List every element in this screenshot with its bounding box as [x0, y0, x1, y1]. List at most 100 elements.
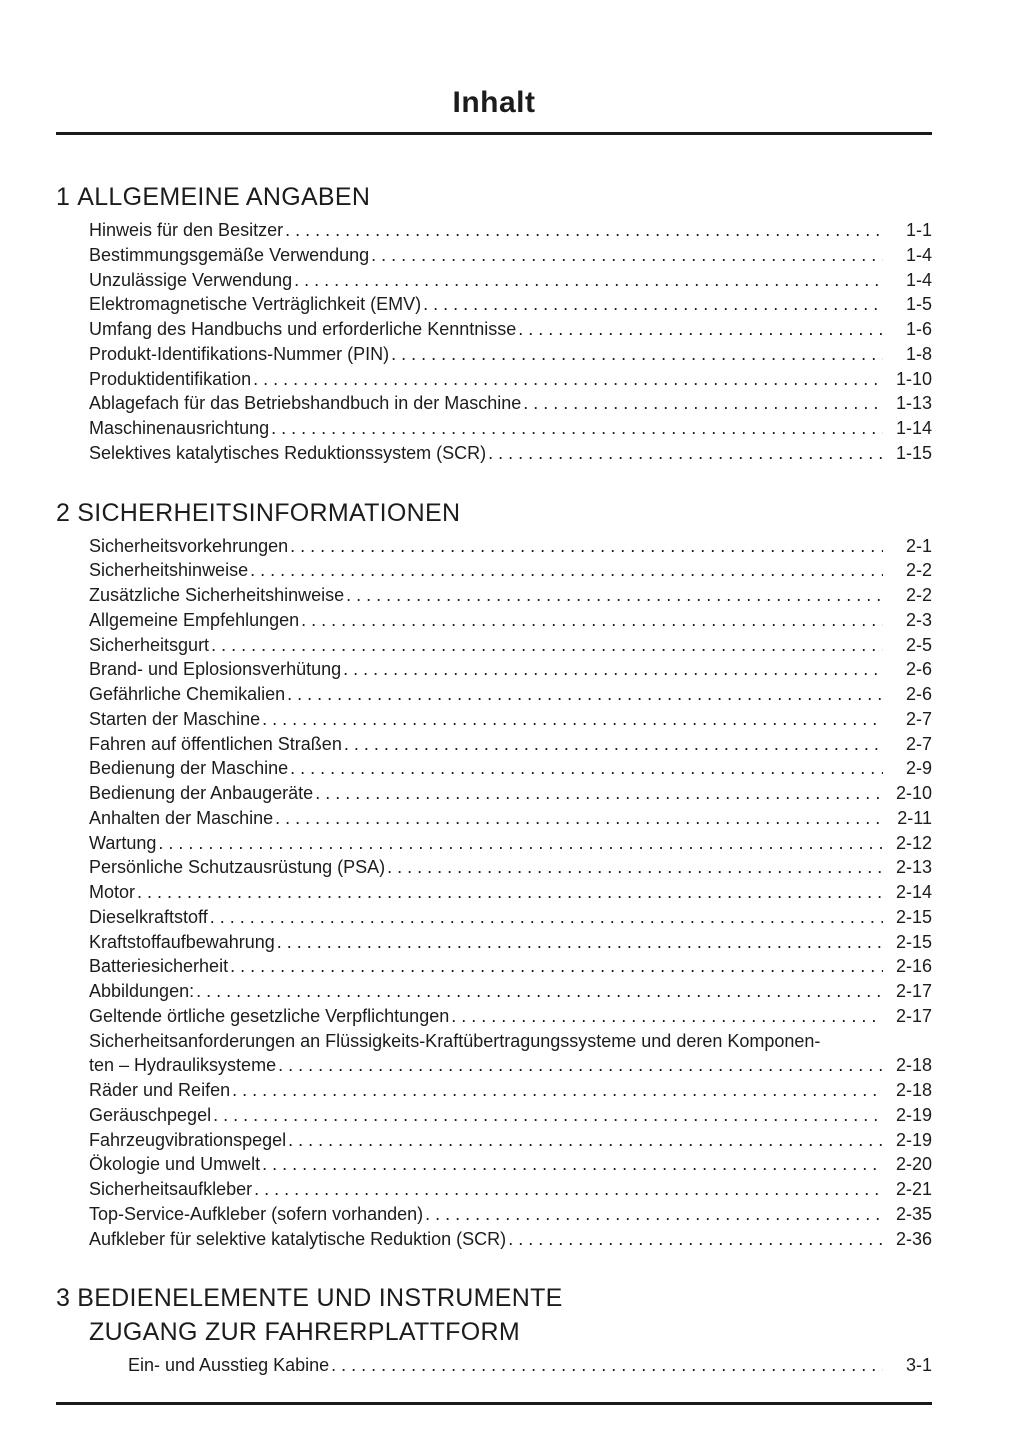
toc-entry: Aufkleber für selektive katalytische Red…	[89, 1227, 932, 1252]
toc-entry-page: 2-18	[895, 1080, 932, 1100]
toc-entry-page: 2-15	[895, 906, 932, 927]
dot-leader-icon	[301, 608, 883, 633]
toc-entry-page: 1-4	[905, 244, 932, 265]
toc-entry-page: 2-13	[895, 857, 932, 878]
toc-entry-label: Fahren auf öffentlichen Straßen	[89, 733, 342, 754]
toc-entry-label: Selektives katalytisches Reduktionssyste…	[89, 442, 487, 463]
toc-entry-label: Elektromagnetische Verträglichkeit (EMV)	[89, 294, 422, 315]
toc-entry: Batteriesicherheit 2-16	[89, 954, 932, 979]
dot-leader-icon	[232, 1078, 883, 1103]
dot-leader-icon	[213, 1103, 883, 1128]
toc-entry-label: Batteriesicherheit	[89, 956, 229, 977]
toc-entry-label: Geräuschpegel	[89, 1104, 212, 1125]
toc-entry: Bedienung der Maschine 2-9	[89, 756, 932, 781]
dot-leader-icon	[250, 558, 883, 583]
section-entries: Hinweis für den Besitzer 1-1 Bestimmungs…	[56, 218, 932, 466]
toc-entry-label: Ein- und Ausstieg Kabine	[128, 1355, 330, 1376]
dot-leader-icon	[262, 707, 883, 732]
section-heading: 3 BEDIENELEMENTE UND INSTRUMENTE	[56, 1284, 932, 1313]
toc-entry-page: 1-4	[905, 269, 932, 290]
section-subheading: ZUGANG ZUR FAHRERPLATTFORM	[89, 1318, 520, 1347]
toc-entry-label: Unzulässige Verwendung	[89, 269, 293, 290]
section-title: ALLGEMEINE ANGABEN	[77, 183, 371, 211]
toc-entry-page: 1-10	[895, 368, 932, 389]
dot-leader-icon	[523, 391, 883, 416]
toc-entry-label: Ökologie und Umwelt	[89, 1154, 261, 1175]
toc-entry-page: 2-9	[905, 758, 932, 779]
section-number: 2	[56, 498, 71, 527]
toc-entry: Starten der Maschine 2-7	[89, 707, 932, 732]
toc-entry-label: Allgemeine Empfehlungen	[89, 609, 300, 630]
toc-entry: Wartung 2-12	[89, 831, 932, 856]
toc-entry-page: 2-18	[895, 1055, 932, 1076]
toc-entry-label: Aufkleber für selektive katalytische Red…	[89, 1228, 507, 1249]
dot-leader-icon	[423, 292, 883, 317]
page-title: Inhalt	[452, 86, 536, 119]
toc-entry: Maschinenausrichtung 1-14	[89, 416, 932, 441]
toc-entry: Sicherheitsvorkehrungen 2-1	[89, 534, 932, 559]
toc-entry-label: Bedienung der Maschine	[89, 758, 289, 779]
toc-entry-page: 2-11	[897, 807, 932, 828]
toc-entry-page: 2-14	[895, 882, 932, 902]
section-number: 3	[56, 1284, 71, 1313]
toc-entry-page: 2-21	[895, 1179, 932, 1199]
dot-leader-icon	[387, 855, 883, 880]
toc-entry-label: Persönliche Schutzausrüstung (PSA)	[89, 857, 386, 878]
toc-entry: Räder und Reifen 2-18	[89, 1078, 932, 1103]
toc-entry-page: 2-19	[895, 1104, 932, 1125]
toc-entry-label: Dieselkraftstoff	[89, 906, 208, 927]
dot-leader-icon	[331, 1353, 883, 1378]
toc-entry-page: 2-3	[905, 609, 932, 630]
section-title: BEDIENELEMENTE UND INSTRUMENTE	[77, 1284, 563, 1313]
dot-leader-icon	[137, 880, 883, 905]
toc-entry-page: 2-36	[895, 1228, 932, 1249]
toc-entry-label: ten – Hydrauliksysteme	[89, 1055, 277, 1076]
footer-rule	[56, 1402, 932, 1405]
toc-entry-label: Bedienung der Anbaugeräte	[89, 783, 314, 803]
toc-entry-label: Ablagefach für das Betriebshandbuch in d…	[89, 393, 522, 414]
toc-entry: Bestimmungsgemäße Verwendung 1-4	[89, 243, 932, 268]
toc-entry: Ökologie und Umwelt 2-20	[89, 1152, 932, 1177]
toc-entry-page: 2-5	[905, 634, 932, 655]
dot-leader-icon	[346, 583, 883, 608]
toc-entry: Ein- und Ausstieg Kabine 3-1	[128, 1353, 932, 1378]
toc-entry: Top-Service-Aufkleber (sofern vorhanden)…	[89, 1202, 932, 1227]
toc-entry: ten – Hydrauliksysteme 2-18	[89, 1053, 932, 1078]
toc-section: 1 ALLGEMEINE ANGABEN Hinweis für den Besi…	[56, 183, 932, 466]
dot-leader-icon	[275, 806, 883, 831]
toc-entry-page: 2-20	[895, 1154, 932, 1175]
toc-section: 3 BEDIENELEMENTE UND INSTRUMENTE ZUGANG Z…	[56, 1284, 932, 1378]
toc-entry: Sicherheitshinweise 2-2	[89, 558, 932, 583]
toc-entry: Dieselkraftstoff 2-15	[89, 905, 932, 930]
toc-entry-label: Sicherheitsanforderungen an Flüssigkeits…	[89, 1030, 821, 1051]
toc-entry-page: 2-6	[905, 659, 932, 680]
dot-leader-icon	[294, 268, 883, 293]
dot-leader-icon	[391, 342, 883, 367]
toc-entry: Produktidentifikation 1-10	[89, 367, 932, 392]
toc-entry-page: 2-12	[895, 832, 932, 853]
section-entries: Sicherheitsvorkehrungen 2-1 Sicherheitsh…	[56, 534, 932, 1252]
toc-entry-page: 2-7	[905, 733, 932, 754]
dot-leader-icon	[262, 1152, 883, 1177]
toc-entry-label: Fahrzeugvibrationspegel	[89, 1129, 287, 1150]
toc-entry-label: Motor	[89, 882, 136, 902]
dot-leader-icon	[196, 979, 883, 1004]
toc-entry-page: 1-15	[895, 442, 932, 463]
toc-entry-page: 2-7	[905, 708, 932, 729]
toc-entry-page: 1-13	[895, 393, 932, 414]
dot-leader-icon	[343, 657, 883, 682]
toc-entry: Abbildungen: 2-17	[89, 979, 932, 1004]
toc-entry-label: Umfang des Handbuchs und erforderliche K…	[89, 319, 517, 339]
toc-entry: Unzulässige Verwendung 1-4	[89, 268, 932, 293]
dot-leader-icon	[158, 831, 883, 856]
toc-entry: Zusätzliche Sicherheitshinweise 2-2	[89, 583, 932, 608]
section-title: SICHERHEITSINFORMATIONEN	[77, 498, 461, 527]
toc-entry-page: 2-16	[895, 956, 932, 977]
toc-entry: Gefährliche Chemikalien 2-6	[89, 682, 932, 707]
toc-entry-page: 1-14	[895, 418, 932, 438]
toc-entry-label: Anhalten der Maschine	[89, 807, 274, 828]
toc-entry-page: 1-6	[905, 319, 932, 339]
toc-entry: Persönliche Schutzausrüstung (PSA) 2-13	[89, 855, 932, 880]
toc-entry: Elektromagnetische Verträglichkeit (EMV)…	[89, 292, 932, 317]
